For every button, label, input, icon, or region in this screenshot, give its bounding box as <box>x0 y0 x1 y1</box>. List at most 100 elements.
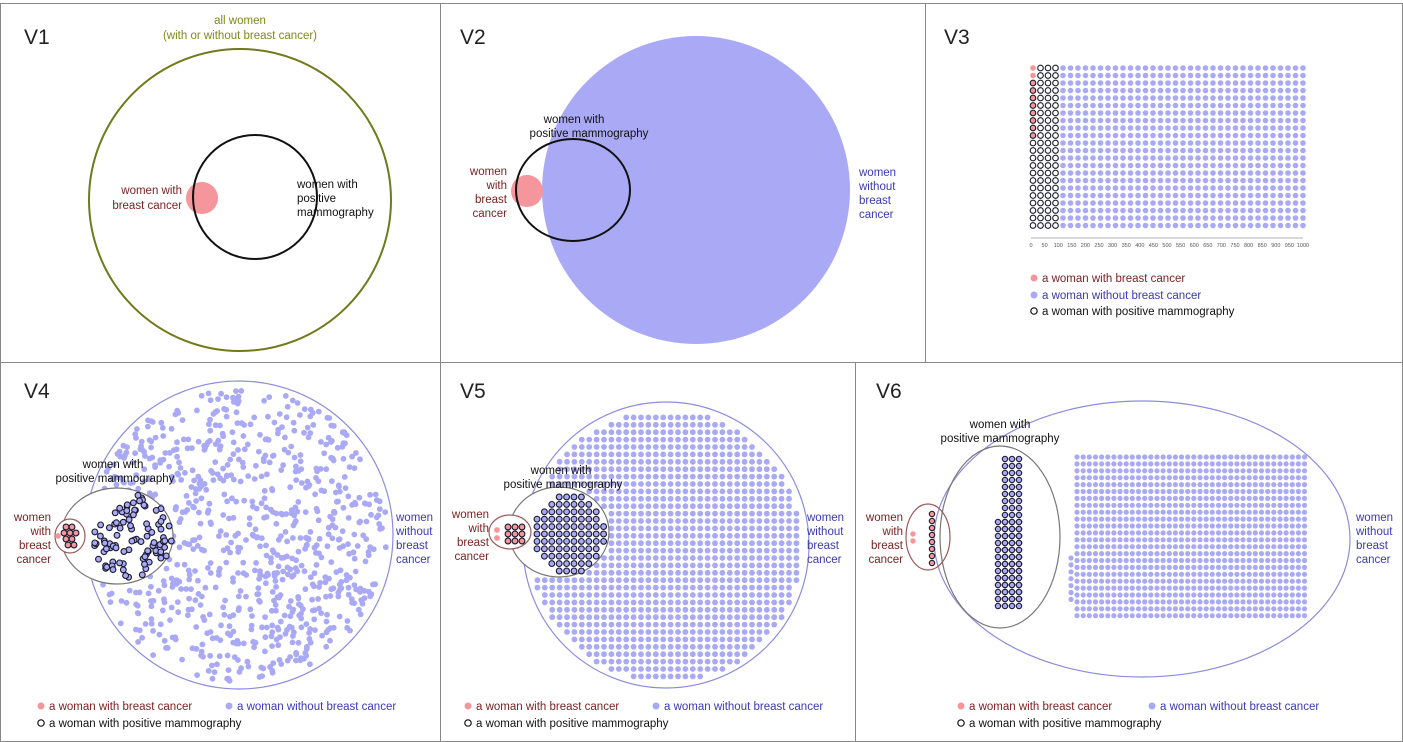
no-cancer-dot <box>1203 571 1209 577</box>
no-cancer-dot <box>749 562 755 569</box>
no-cancer-dot <box>1127 132 1134 139</box>
no-cancer-dot <box>660 614 667 621</box>
no-cancer-dot <box>1150 95 1156 101</box>
no-cancer-dot <box>1228 578 1234 584</box>
no-cancer-dot <box>239 459 246 466</box>
no-cancer-dot <box>630 451 637 458</box>
no-cancer-dot <box>192 568 198 574</box>
no-cancer-dot <box>1232 207 1239 214</box>
no-cancer-dot <box>1195 72 1201 79</box>
no-cancer-dot <box>1262 162 1269 169</box>
no-cancer-dot <box>232 532 239 539</box>
no-cancer-dot <box>1240 72 1246 79</box>
no-cancer-dot <box>1092 530 1099 536</box>
no-cancer-dot <box>185 567 192 574</box>
no-cancer-dot <box>1099 502 1105 508</box>
no-cancer-dot <box>682 414 689 421</box>
no-cancer-dot <box>318 487 325 494</box>
no-cancer-dot <box>1154 461 1160 467</box>
no-cancer-dot <box>150 652 157 658</box>
no-cancer-dot <box>1082 117 1089 124</box>
panel-v5: V5 women with positive mammography women… <box>451 380 844 689</box>
no-cancer-dot <box>235 447 241 453</box>
no-cancer-dot <box>1234 544 1240 550</box>
no-cancer-dot <box>1240 516 1246 522</box>
no-cancer-dot <box>1225 125 1231 131</box>
no-cancer-dot <box>1292 72 1299 79</box>
no-cancer-dot <box>1202 110 1209 116</box>
no-cancer-dot <box>719 518 726 524</box>
no-cancer-dot <box>697 614 704 621</box>
no-cancer-dot <box>1123 488 1129 495</box>
no-cancer-dot <box>251 414 258 421</box>
no-cancer-dot <box>262 648 268 655</box>
no-cancer-dot <box>1068 589 1074 596</box>
no-cancer-dot <box>1222 523 1228 529</box>
no-cancer-dot <box>704 436 711 443</box>
no-cancer-dot <box>1160 530 1166 536</box>
no-cancer-dot <box>192 490 199 497</box>
no-cancer-dot <box>1148 509 1154 515</box>
no-cancer-dot <box>1157 185 1164 191</box>
no-cancer-dot <box>207 560 214 566</box>
no-cancer-dot <box>586 614 593 621</box>
no-cancer-dot <box>132 431 139 438</box>
no-cancer-dot <box>273 607 279 614</box>
no-cancer-dot <box>1120 192 1126 199</box>
no-cancer-dot <box>1074 571 1080 577</box>
no-cancer-dot <box>1185 613 1191 619</box>
no-cancer-dot <box>179 656 186 663</box>
positive-dot <box>1037 124 1044 132</box>
no-cancer-dot <box>1203 530 1209 536</box>
no-cancer-dot <box>1277 95 1284 101</box>
no-cancer-dot <box>221 491 228 498</box>
no-cancer-dot <box>1277 592 1283 598</box>
legend-cancer-text: a woman with breast cancer <box>49 701 192 713</box>
no-cancer-dot <box>1203 613 1209 619</box>
no-cancer-dot <box>1080 537 1086 543</box>
positive-dot <box>563 552 571 560</box>
no-cancer-dot <box>365 552 372 559</box>
no-cancer-dot <box>763 569 770 576</box>
no-cancer-dot <box>601 444 607 450</box>
no-cancer-dot <box>608 621 615 628</box>
no-cancer-dot <box>608 643 615 650</box>
no-cancer-dot <box>1185 530 1191 536</box>
no-cancer-dot <box>1300 72 1306 79</box>
cancer-positive-dot <box>511 523 519 531</box>
no-cancer-dot <box>1092 516 1099 522</box>
no-cancer-dot <box>660 577 667 584</box>
no-cancer-dot <box>319 632 325 639</box>
no-cancer-dot <box>1160 592 1166 598</box>
no-cancer-dot <box>586 636 593 643</box>
no-cancer-dot <box>638 584 644 591</box>
no-cancer-dot <box>1067 200 1074 206</box>
no-cancer-dot <box>630 547 637 554</box>
no-cancer-dot <box>1246 592 1252 598</box>
no-cancer-dot <box>652 629 659 635</box>
no-cancer-dot <box>771 577 778 584</box>
no-cancer-dot <box>1090 132 1096 139</box>
no-cancer-dot <box>697 562 704 569</box>
no-cancer-dot <box>1150 80 1156 86</box>
no-cancer-dot <box>1252 468 1258 474</box>
no-cancer-dot <box>1246 523 1252 529</box>
no-cancer-dot <box>1135 606 1142 612</box>
no-cancer-dot <box>193 624 200 630</box>
positive-dot <box>1015 567 1023 575</box>
no-cancer-dot <box>749 599 755 606</box>
no-cancer-dot <box>1283 592 1289 598</box>
no-cancer-dot <box>778 525 785 532</box>
no-cancer-dot <box>756 614 763 621</box>
no-cancer-dot <box>306 636 313 642</box>
no-cancer-dot <box>704 592 711 598</box>
positive-dot <box>592 508 600 516</box>
no-cancer-dot <box>1172 147 1179 154</box>
no-cancer-dot <box>786 562 792 569</box>
positive-dot <box>1008 553 1016 561</box>
positive-dot <box>1044 199 1052 207</box>
no-cancer-dot <box>638 569 644 576</box>
positive-dot <box>1037 87 1044 94</box>
no-cancer-dot <box>667 444 674 450</box>
positive-dot <box>1044 79 1052 87</box>
